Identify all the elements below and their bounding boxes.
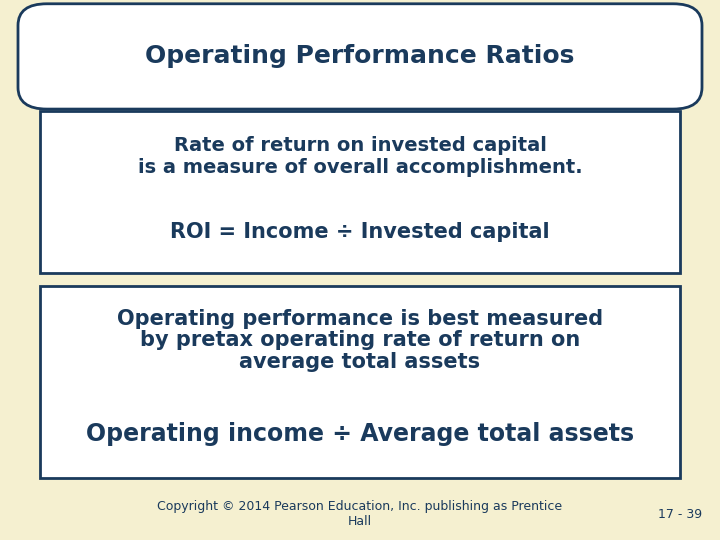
FancyBboxPatch shape	[40, 111, 680, 273]
Text: by pretax operating rate of return on: by pretax operating rate of return on	[140, 330, 580, 350]
FancyBboxPatch shape	[40, 286, 680, 478]
FancyBboxPatch shape	[18, 4, 702, 109]
Text: is a measure of overall accomplishment.: is a measure of overall accomplishment.	[138, 158, 582, 177]
Text: Operating income ÷ Average total assets: Operating income ÷ Average total assets	[86, 422, 634, 446]
Text: ROI = Income ÷ Invested capital: ROI = Income ÷ Invested capital	[170, 222, 550, 242]
Text: Operating performance is best measured: Operating performance is best measured	[117, 308, 603, 329]
Text: Rate of return on invested capital: Rate of return on invested capital	[174, 136, 546, 156]
Text: average total assets: average total assets	[240, 352, 480, 372]
Text: Copyright © 2014 Pearson Education, Inc. publishing as Prentice
Hall: Copyright © 2014 Pearson Education, Inc.…	[158, 500, 562, 528]
Text: Operating Performance Ratios: Operating Performance Ratios	[145, 44, 575, 68]
Text: 17 - 39: 17 - 39	[658, 508, 702, 521]
